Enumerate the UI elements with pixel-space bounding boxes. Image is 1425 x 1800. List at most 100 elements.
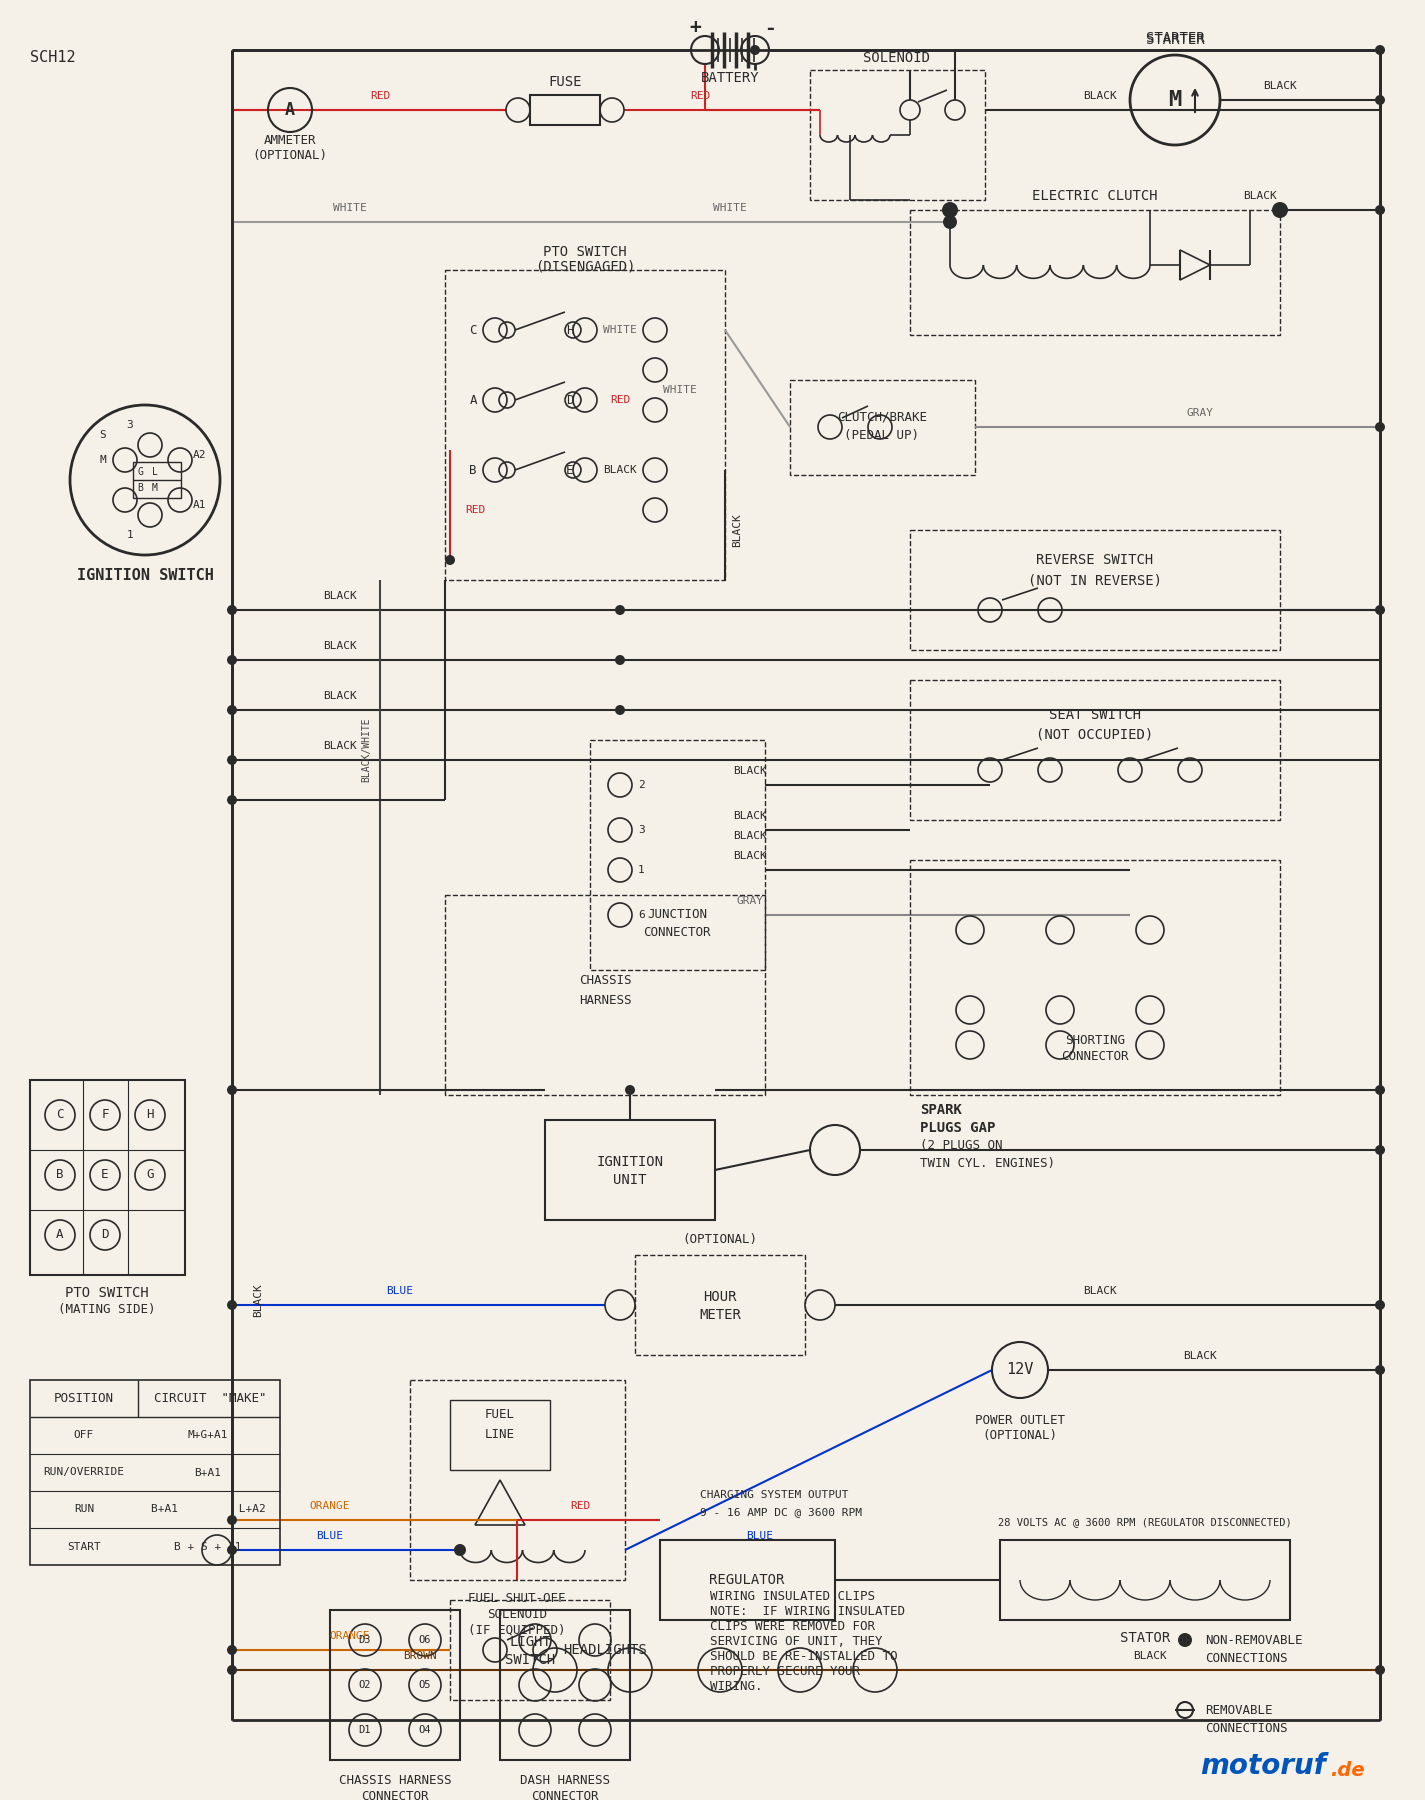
Circle shape [616,655,626,664]
Text: BLACK: BLACK [732,812,767,821]
Text: RED: RED [610,394,630,405]
Circle shape [227,605,237,616]
Text: -: - [764,18,775,38]
Text: POSITION: POSITION [54,1391,114,1404]
Circle shape [1178,1633,1191,1647]
Text: JUNCTION: JUNCTION [647,909,707,922]
Bar [1000,1541,1290,1620]
Text: BLACK: BLACK [1083,92,1117,101]
Text: BLACK: BLACK [732,832,767,841]
Text: ORANGE: ORANGE [329,1631,370,1642]
Text: S: S [100,430,107,439]
Text: BLUE: BLUE [316,1532,343,1541]
Text: SHORTING: SHORTING [1064,1033,1124,1046]
Text: BLACK: BLACK [1243,191,1277,202]
Circle shape [227,706,237,715]
Text: GRAY: GRAY [1187,409,1214,418]
Text: CHASSIS: CHASSIS [579,974,631,986]
Circle shape [227,1300,237,1310]
Text: CONNECTIONS: CONNECTIONS [1206,1652,1288,1665]
Text: RED: RED [370,92,390,101]
Circle shape [750,45,760,56]
Text: RED: RED [465,506,486,515]
Text: PTO SWITCH: PTO SWITCH [66,1285,148,1300]
Text: METER: METER [700,1309,741,1321]
Text: BLACK: BLACK [323,691,356,700]
Bar [590,740,765,970]
Text: FUSE: FUSE [549,76,581,88]
Text: 3: 3 [127,419,134,430]
Circle shape [616,706,626,715]
Bar [660,1541,835,1620]
Text: A1: A1 [194,500,207,509]
Circle shape [1375,1300,1385,1310]
Text: H: H [566,324,574,337]
Bar [331,1609,460,1760]
Circle shape [1375,1364,1385,1375]
Text: HOUR: HOUR [704,1291,737,1303]
Text: M+G+A1: M+G+A1 [188,1431,228,1440]
Text: B: B [469,463,477,477]
Bar [789,380,975,475]
Text: B+A1: B+A1 [194,1467,221,1478]
Text: SCH12: SCH12 [30,50,76,65]
Circle shape [1375,45,1385,56]
Text: A: A [285,101,295,119]
Text: F: F [101,1109,108,1121]
Bar [410,1381,626,1580]
Text: RUN: RUN [74,1505,94,1514]
Text: BROWN: BROWN [403,1651,437,1661]
Text: (MATING SIDE): (MATING SIDE) [58,1303,155,1316]
Circle shape [1375,1085,1385,1094]
Text: BLUE: BLUE [747,1532,774,1541]
Text: (NOT IN REVERSE): (NOT IN REVERSE) [1027,572,1161,587]
Circle shape [1375,95,1385,104]
Text: M: M [152,482,158,493]
Bar [911,211,1280,335]
Text: E: E [101,1168,108,1181]
Text: (DISENGAGED): (DISENGAGED) [534,259,636,274]
Text: FUEL SHUT-OFF: FUEL SHUT-OFF [469,1591,566,1604]
Text: RED: RED [570,1501,590,1510]
Text: B + S + A1: B + S + A1 [174,1541,242,1552]
Text: (OPTIONAL): (OPTIONAL) [683,1233,758,1246]
Text: D: D [101,1228,108,1242]
Circle shape [1375,1665,1385,1676]
Bar [809,70,985,200]
Bar [445,895,765,1094]
Text: BLACK: BLACK [323,742,356,751]
Text: motoruf: motoruf [1200,1751,1325,1780]
Text: IGNITION SWITCH: IGNITION SWITCH [77,567,214,583]
Circle shape [227,1544,237,1555]
Text: BLACK: BLACK [603,464,637,475]
Text: BATTERY: BATTERY [701,70,760,85]
Text: G: G [147,1168,154,1181]
Text: SEAT SWITCH: SEAT SWITCH [1049,707,1141,722]
Text: CIRCUIT  "MAKE": CIRCUIT "MAKE" [154,1391,266,1404]
Text: ELECTRIC CLUTCH: ELECTRIC CLUTCH [1032,189,1157,203]
Text: WIRING INSULATED CLIPS
NOTE:  IF WIRING INSULATED
CLIPS WERE REMOVED FOR
SERVICI: WIRING INSULATED CLIPS NOTE: IF WIRING I… [710,1589,905,1694]
Text: C: C [469,324,477,337]
Circle shape [227,1085,237,1094]
Text: L: L [152,466,158,477]
Text: RUN/OVERRIDE: RUN/OVERRIDE [44,1467,124,1478]
Text: 28 VOLTS AC @ 3600 RPM (REGULATOR DISCONNECTED): 28 VOLTS AC @ 3600 RPM (REGULATOR DISCON… [997,1517,1292,1526]
Text: D3: D3 [359,1634,372,1645]
Text: (PEDAL UP): (PEDAL UP) [845,428,919,441]
Text: B: B [137,482,143,493]
Text: ORANGE: ORANGE [309,1501,351,1510]
Circle shape [1375,1145,1385,1156]
Text: 12V: 12V [1006,1363,1033,1377]
Text: CHASSIS HARNESS: CHASSIS HARNESS [339,1773,452,1786]
Text: GRAY: GRAY [737,896,764,905]
Text: BLACK/WHITE: BLACK/WHITE [361,718,370,783]
Text: (OPTIONAL): (OPTIONAL) [982,1429,1057,1442]
Text: OFF: OFF [74,1431,94,1440]
Circle shape [1375,421,1385,432]
Text: WHITE: WHITE [663,385,697,394]
Text: D: D [566,394,574,407]
Text: C: C [56,1109,64,1121]
Text: SWITCH: SWITCH [504,1652,556,1667]
Text: .de: .de [1330,1760,1365,1780]
Text: PLUGS GAP: PLUGS GAP [921,1121,996,1136]
